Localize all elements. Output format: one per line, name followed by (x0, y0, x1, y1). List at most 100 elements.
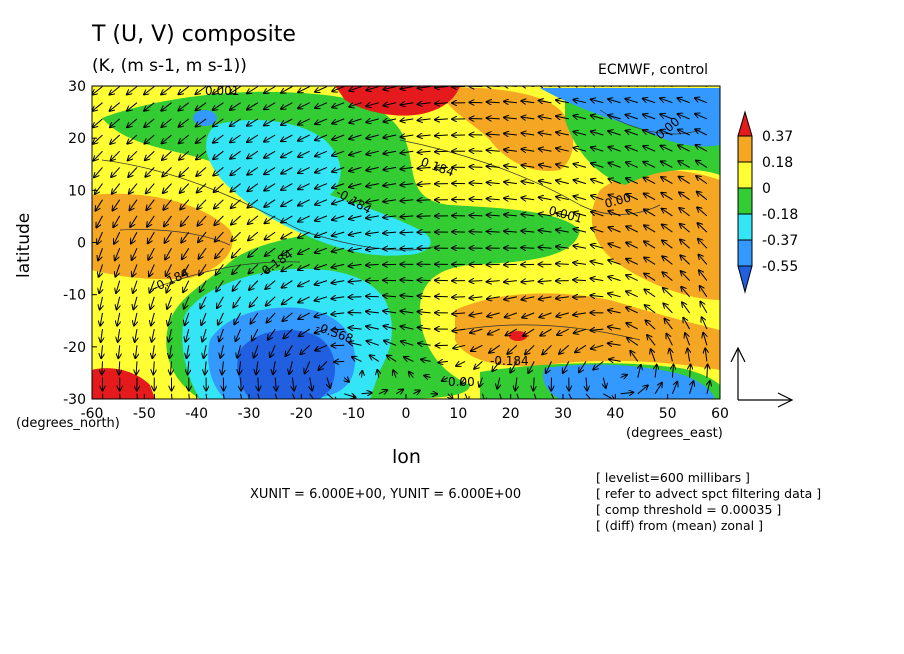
wind-vector-arrow (93, 118, 103, 128)
wind-vector-arrow (133, 296, 137, 310)
wind-vector-arrow (487, 182, 500, 183)
wind-vector-arrow (697, 207, 708, 217)
wind-vector-arrow (366, 119, 379, 122)
wind-vector-arrow (264, 86, 276, 94)
wind-vector-arrow (349, 102, 362, 107)
wind-vector-arrow (678, 161, 690, 168)
contour-line (399, 139, 661, 215)
wind-vector-arrow (521, 133, 535, 135)
wind-vector-arrow (539, 214, 552, 216)
wind-vector-arrow (703, 333, 707, 346)
wind-vector-arrow (147, 215, 155, 227)
wind-vector-arrow (707, 365, 708, 378)
wind-vector-arrow (188, 361, 189, 374)
wind-vector-arrow (516, 393, 520, 399)
wind-vector-arrow (286, 345, 293, 356)
wind-vector-arrow (504, 231, 517, 232)
wind-vector-arrow (150, 296, 155, 309)
wind-vector-arrow (418, 119, 431, 121)
wind-vector-arrow (679, 208, 690, 217)
wind-vector-arrow (626, 210, 639, 217)
wind-vector-arrow (184, 296, 190, 309)
wind-vector-arrow (165, 231, 172, 243)
wind-vector-arrow (608, 115, 621, 119)
wind-vector-arrow (661, 193, 673, 201)
colorbar-label: 0.37 (762, 129, 793, 145)
wind-vector-arrow (638, 365, 641, 378)
wind-vector-arrow (626, 307, 639, 314)
wind-vector-arrow (231, 231, 241, 241)
wind-vector-arrow (626, 323, 639, 330)
wind-vector-arrow (418, 296, 431, 297)
wind-vector-arrow (539, 230, 552, 232)
wind-vector-arrow (292, 377, 294, 391)
wind-vector-arrow (539, 101, 552, 103)
wind-vector-arrow (700, 286, 708, 298)
wind-vector-arrow (608, 293, 621, 296)
wind-vector-arrow (506, 328, 518, 335)
wind-vector-arrow (315, 166, 328, 172)
wind-vector-arrow (504, 118, 517, 119)
wind-vector-arrow (497, 377, 500, 389)
note-threshold: [ comp threshold = 0.00035 ] (596, 502, 782, 517)
wind-vector-arrow (220, 345, 223, 358)
wind-vector-arrow (281, 86, 293, 93)
wind-vector-arrow (179, 167, 190, 176)
wind-vector-arrow (470, 297, 483, 298)
wind-vector-arrow (349, 264, 362, 266)
wind-vector-arrow (219, 328, 224, 341)
wind-vector-arrow (264, 199, 276, 207)
wind-vector-arrow (521, 214, 535, 216)
wind-vector-arrow (332, 118, 345, 124)
wind-vector-arrow (539, 165, 552, 168)
wind-vector-arrow (247, 102, 259, 110)
wind-vector-arrow (539, 117, 552, 119)
wind-vector-arrow (556, 213, 569, 216)
wind-vector-arrow (136, 393, 138, 399)
wind-vector-arrow (487, 297, 500, 299)
wind-vector-arrow (504, 182, 517, 184)
wind-vector-arrow (620, 392, 634, 393)
wind-vector-arrow (264, 150, 276, 158)
wind-vector-arrow (199, 247, 207, 259)
wind-vector-arrow (298, 134, 310, 141)
wind-vector-arrow (702, 317, 708, 330)
wind-vector-arrow (678, 98, 690, 104)
wind-vector-arrow (663, 304, 673, 314)
wind-vector-arrow (92, 102, 103, 111)
wind-vector-arrow (129, 183, 138, 194)
colorbar: 0.37 0.18 0 -0.18 -0.37 -0.55 (737, 110, 798, 294)
wind-vector-arrow (678, 130, 690, 136)
wind-vector-arrow (281, 118, 293, 125)
wind-vector-arrow (179, 118, 190, 127)
wind-vector-arrow (170, 361, 171, 374)
wind-vector-arrow (546, 361, 552, 373)
wind-vector-arrow (183, 280, 190, 293)
wind-vector-arrow (196, 102, 207, 111)
wind-vector-arrow (690, 381, 694, 394)
wind-vector-arrow (574, 212, 587, 216)
field-region-blue-small (193, 110, 217, 126)
wind-vectors (92, 86, 710, 399)
wind-vector-arrow (149, 264, 155, 276)
wind-vector-arrow (487, 313, 500, 317)
wind-vector-arrow (591, 115, 604, 119)
wind-vector-arrow (424, 376, 431, 378)
wind-vector-arrow (603, 393, 614, 399)
wind-vector-arrow (660, 98, 673, 104)
wind-vector-arrow (401, 151, 414, 153)
wind-vector-arrow (645, 305, 656, 314)
wind-vector-arrow (487, 102, 500, 103)
wind-vector-arrow (377, 370, 378, 378)
wind-vector-arrow (556, 148, 569, 151)
wind-vector-arrow (168, 312, 172, 326)
wind-vector-arrow (679, 177, 690, 185)
y-tick-label: 10 (68, 183, 86, 199)
wind-vector-arrow (132, 264, 138, 276)
wind-vector-arrow (315, 231, 328, 237)
wind-vector-arrow (264, 134, 276, 142)
wind-vector-arrow (521, 181, 535, 183)
wind-vector-arrow (400, 184, 414, 186)
wind-vector-arrow (118, 329, 120, 342)
